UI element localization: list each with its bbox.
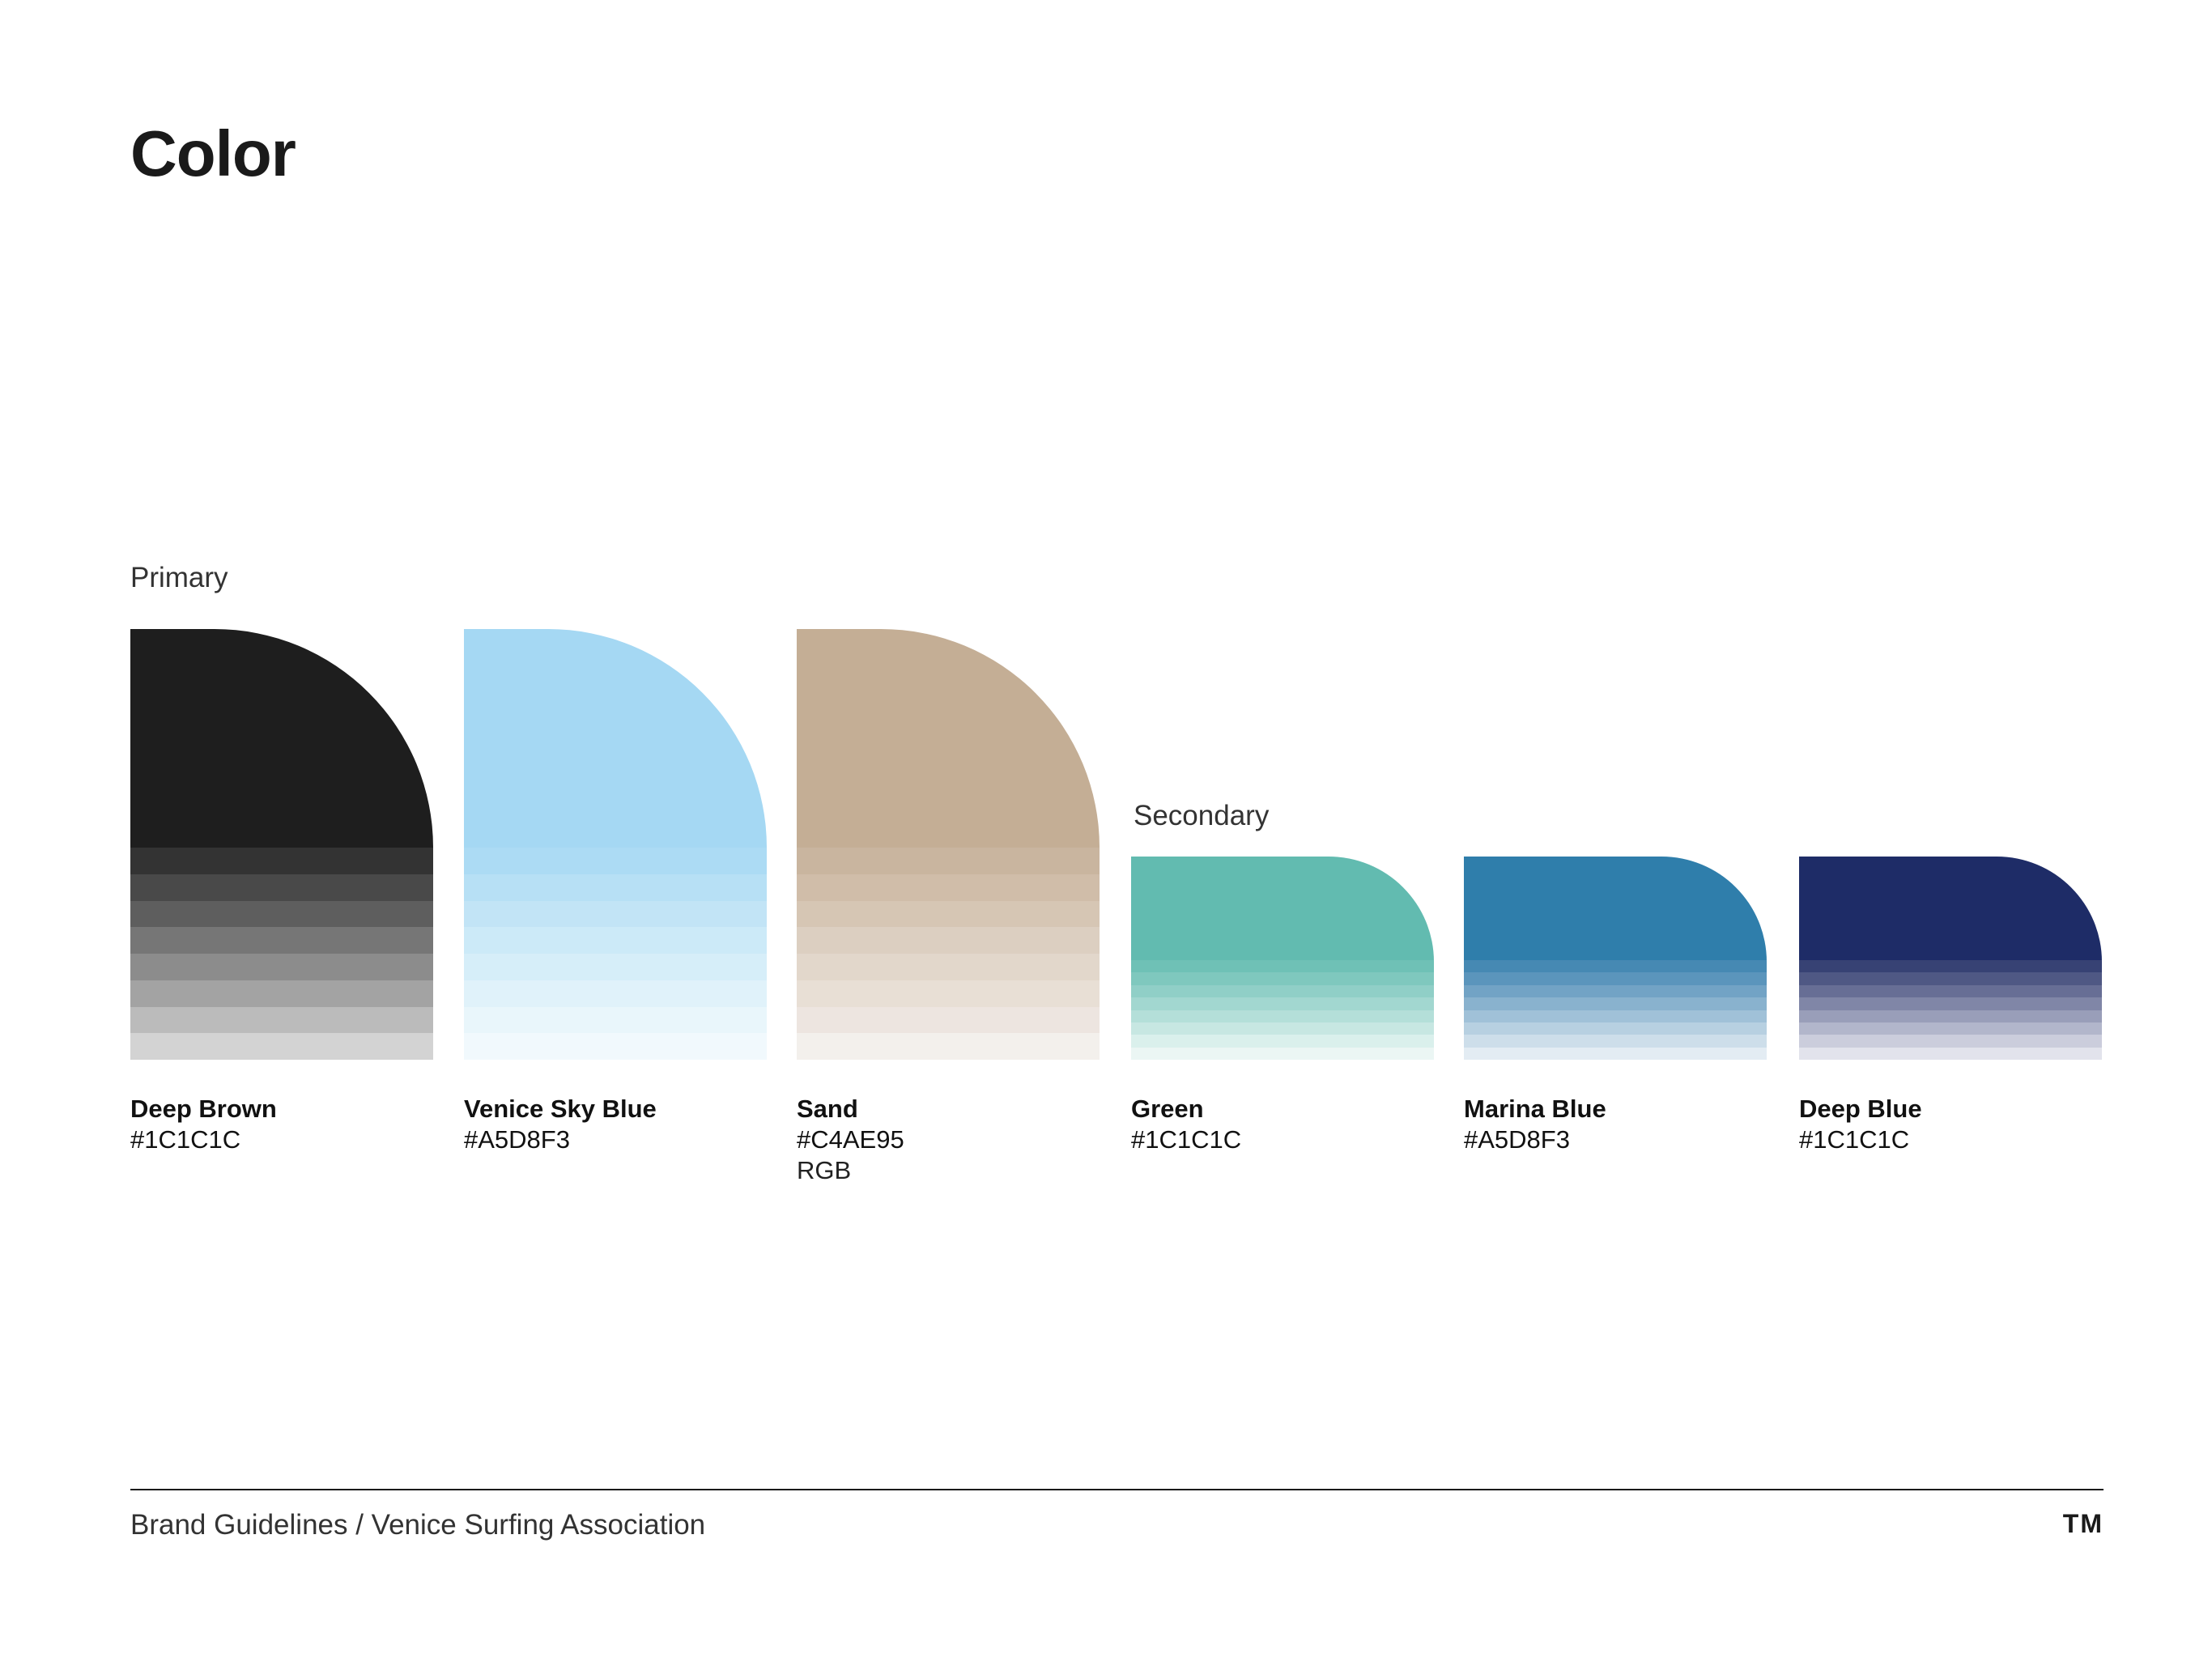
swatch-tint-band <box>130 900 433 928</box>
swatch-tint-band <box>1131 984 1434 998</box>
swatch-tint-band <box>1464 1010 1767 1022</box>
swatch-info: Venice Sky Blue #A5D8F3 <box>464 1094 657 1155</box>
swatch-base-color <box>1464 857 1767 960</box>
swatch-shape <box>797 629 1100 1060</box>
swatch-tint-band <box>1131 1047 1434 1060</box>
swatch-info: Green #1C1C1C <box>1131 1094 1241 1155</box>
swatch-tint-band <box>1799 984 2102 998</box>
footer-divider <box>130 1489 2104 1490</box>
swatch-tint-band <box>797 848 1100 874</box>
swatch-tint-band <box>130 980 433 1007</box>
swatch-tint-band <box>1464 997 1767 1010</box>
swatch-tint-band <box>464 900 767 928</box>
swatch-tint-band <box>464 954 767 980</box>
swatch-tint-band <box>1799 1022 2102 1035</box>
swatch-tint-band <box>1131 960 1434 973</box>
swatch-base-color <box>797 629 1100 848</box>
swatch-tint-band <box>1464 960 1767 973</box>
swatch-tint-band <box>464 927 767 954</box>
swatch-tint-band <box>1131 1035 1434 1048</box>
swatch-hex: #1C1C1C <box>1799 1125 1910 1154</box>
swatch-tint-band <box>797 874 1100 901</box>
swatch-shape <box>1799 857 2102 1060</box>
swatch-hex: #A5D8F3 <box>464 1125 570 1154</box>
swatch-info: Marina Blue #A5D8F3 <box>1464 1094 1606 1155</box>
swatch-tint-band <box>130 927 433 954</box>
swatch-shape <box>1464 857 1767 1060</box>
swatch-tint-band <box>464 848 767 874</box>
swatch-info: Deep Blue #1C1C1C <box>1799 1094 1922 1155</box>
swatch-shape <box>1131 857 1434 1060</box>
secondary-group-label: Secondary <box>1134 800 1270 831</box>
swatch-tint-band <box>464 874 767 901</box>
swatch-tint-band <box>1464 1022 1767 1035</box>
swatch-tint-band <box>797 1006 1100 1034</box>
swatch-tint-band <box>464 1006 767 1034</box>
swatch-tint-band <box>1799 1010 2102 1022</box>
swatch-tint-band <box>1464 1035 1767 1048</box>
swatch-tint-band <box>130 874 433 901</box>
swatch-base-color <box>464 629 767 848</box>
swatch-tint-band <box>464 1033 767 1060</box>
swatch-format-label: RGB <box>797 1156 852 1184</box>
swatch-tint-band <box>130 1006 433 1034</box>
swatch-tint-band <box>797 1033 1100 1060</box>
swatch-hex: #C4AE95 <box>797 1125 904 1154</box>
swatch-tint-band <box>1464 972 1767 985</box>
footer-breadcrumb: Brand Guidelines / Venice Surfing Associ… <box>130 1509 706 1541</box>
swatch-tint-band <box>1131 997 1434 1010</box>
swatch-hex: #A5D8F3 <box>1464 1125 1570 1154</box>
swatch-tint-band <box>464 980 767 1007</box>
swatch-base-color <box>1131 857 1434 960</box>
swatch-tint-band <box>797 900 1100 928</box>
swatch-tint-band <box>1464 984 1767 998</box>
swatch-info: Sand #C4AE95 RGB <box>797 1094 904 1186</box>
swatch-info: Deep Brown #1C1C1C <box>130 1094 277 1155</box>
swatch-name: Deep Brown <box>130 1095 277 1123</box>
swatch-tint-band <box>797 954 1100 980</box>
swatch-tint-band <box>1799 997 2102 1010</box>
swatch-name: Marina Blue <box>1464 1095 1606 1123</box>
swatch-tint-band <box>1131 1022 1434 1035</box>
swatch-shape <box>130 629 433 1060</box>
swatch-hex: #1C1C1C <box>130 1125 241 1154</box>
swatch-name: Sand <box>797 1095 858 1123</box>
swatch-name: Venice Sky Blue <box>464 1095 657 1123</box>
swatch-tint-band <box>797 927 1100 954</box>
swatch-tint-band <box>130 1033 433 1060</box>
page-title: Color <box>130 117 296 189</box>
swatch-tint-band <box>1799 1035 2102 1048</box>
swatch-tint-band <box>1799 972 2102 985</box>
swatch-name: Deep Blue <box>1799 1095 1922 1123</box>
swatch-tint-band <box>797 980 1100 1007</box>
swatch-hex: #1C1C1C <box>1131 1125 1242 1154</box>
trademark-logo: TM <box>2062 1509 2104 1538</box>
swatch-tint-band <box>1131 1010 1434 1022</box>
swatch-tint-band <box>1131 972 1434 985</box>
swatch-tint-band <box>1464 1047 1767 1060</box>
primary-group-label: Primary <box>130 562 228 593</box>
swatch-tint-band <box>130 848 433 874</box>
swatch-shape <box>464 629 767 1060</box>
swatch-base-color <box>130 629 433 848</box>
swatch-name: Green <box>1131 1095 1204 1123</box>
swatch-tint-band <box>1799 960 2102 973</box>
swatch-tint-band <box>130 954 433 980</box>
swatch-base-color <box>1799 857 2102 960</box>
swatch-tint-band <box>1799 1047 2102 1060</box>
